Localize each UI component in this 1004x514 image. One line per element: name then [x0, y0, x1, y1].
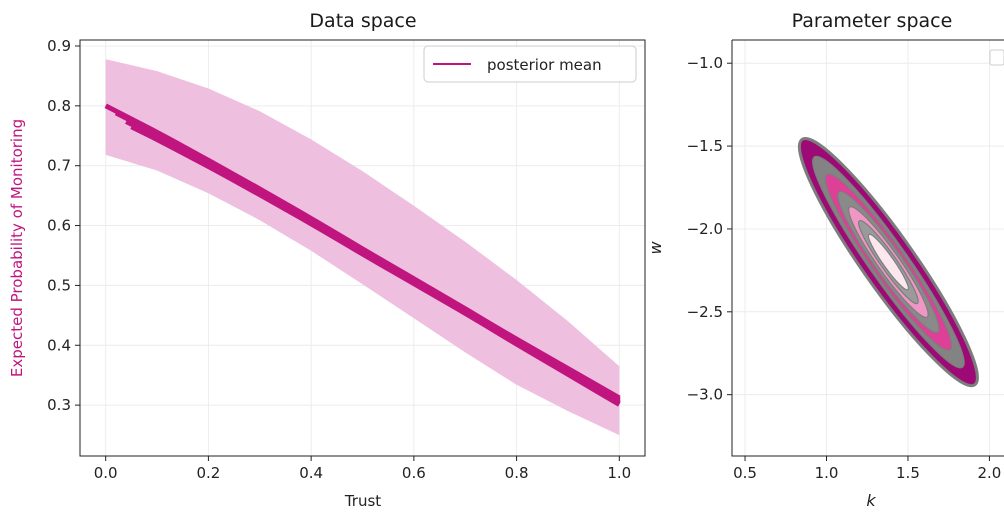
data-space-y-tick-label: 0.5	[47, 276, 71, 294]
data-space-y-tick-label: 0.7	[47, 157, 71, 175]
data-space-panel: Data space 0.0 0.2 0.4 0.6 0.8 1.0 0.30.40.50…	[8, 10, 646, 510]
data-space-y-ticks: 0.3 0.4 0.5 0.6 0.7 0.8 0.9	[47, 37, 80, 414]
data-space-title: Data space	[309, 10, 416, 32]
parameter-space-y-tick-label: −2.0	[687, 220, 723, 238]
data-space-x-tick-label: 0.8	[505, 464, 529, 482]
data-space-y-tick-label: 0.3	[47, 396, 71, 414]
parameter-space-y-label: w	[646, 241, 665, 255]
parameter-space-y-tick-label: −1.0	[687, 54, 723, 72]
posterior-density-contours	[797, 137, 979, 388]
parameter-space-axes-frame	[731, 39, 1004, 457]
data-space-y-label: Expected Probability of Monitoring	[8, 119, 26, 377]
legend-label-posterior-mean: posterior mean	[487, 56, 602, 74]
data-space-x-tick-label: 1.0	[607, 464, 631, 482]
data-space-x-tick-label: 0.4	[299, 464, 323, 482]
posterior-draws	[104, 103, 621, 407]
density-contour-level	[867, 233, 909, 291]
data-space-y-tick-label: 0.9	[47, 37, 71, 55]
data-space-x-tick-label: 0.2	[196, 464, 220, 482]
parameter-space-y-tick-label: −1.5	[687, 137, 723, 155]
data-space-axes-frame	[79, 39, 646, 457]
parameter-space-title: Parameter space	[792, 10, 953, 32]
parameter-space-x-tick-label: 1.0	[815, 464, 839, 482]
data-space-x-ticks: 0.0 0.2 0.4 0.6 0.8 1.0	[94, 456, 631, 482]
empty-legend-box	[989, 49, 1004, 66]
data-space-y-tick-label: 0.8	[47, 97, 71, 115]
parameter-space-x-ticks: 0.5 1.0 1.5 2.0	[733, 456, 1001, 482]
posterior-mean-line	[105, 104, 620, 402]
parameter-space-x-tick-label: 1.5	[896, 464, 920, 482]
parameter-space-y-ticks: −1.0 −1.5 −2.0 −2.5 −3.0	[687, 54, 732, 404]
posterior-draw-line	[140, 128, 621, 407]
parameter-space-y-tick-label: −2.5	[687, 303, 723, 321]
legend-box	[423, 45, 637, 83]
data-space-x-tick-label: 0.6	[402, 464, 426, 482]
parameter-space-panel: Parameter space 0.5 1.0 1.5 2.0 −1.0 −1.5 −2.…	[646, 10, 1004, 510]
parameter-space-x-tick-label: 2.0	[977, 464, 1001, 482]
data-space-x-label: Trust	[344, 492, 381, 510]
data-space-y-tick-label: 0.4	[47, 336, 71, 354]
data-space-y-tick-label: 0.6	[47, 217, 71, 235]
data-space-x-tick-label: 0.0	[94, 464, 118, 482]
parameter-space-y-tick-label: −3.0	[687, 386, 723, 404]
legend: posterior mean	[423, 45, 637, 83]
parameter-space-x-tick-label: 0.5	[733, 464, 757, 482]
parameter-space-x-label: k	[866, 491, 876, 510]
